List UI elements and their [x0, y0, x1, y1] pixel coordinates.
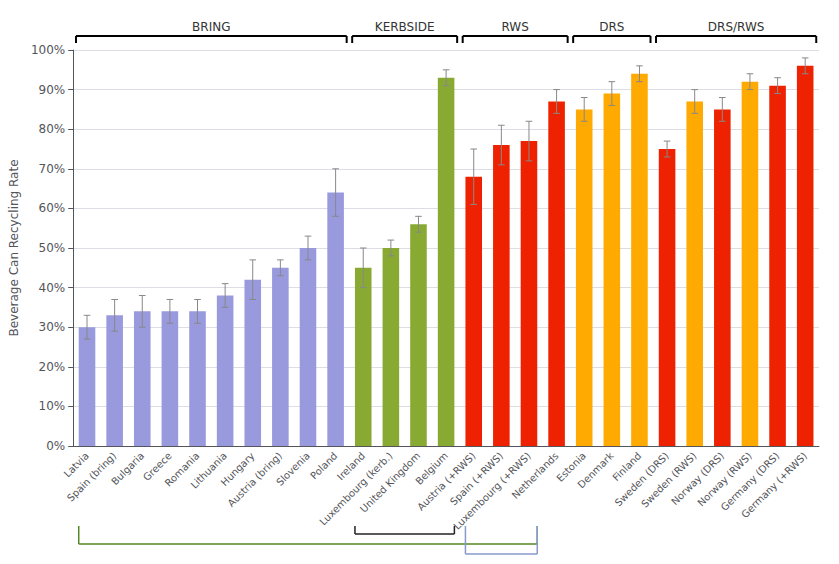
svg-text:Norway (RWS): Norway (RWS) — [695, 450, 754, 509]
svg-text:Austria (+RWS): Austria (+RWS) — [415, 450, 478, 513]
svg-text:40%: 40% — [39, 281, 66, 295]
svg-text:Netherlands: Netherlands — [510, 450, 561, 501]
svg-text:Finland: Finland — [610, 450, 644, 484]
svg-text:Denmark: Denmark — [575, 450, 615, 490]
svg-text:Romania: Romania — [162, 450, 202, 489]
svg-text:Spain (bring): Spain (bring) — [65, 450, 119, 504]
svg-text:Slovenia: Slovenia — [274, 450, 312, 488]
svg-text:20%: 20% — [39, 360, 66, 374]
svg-text:Hungary: Hungary — [218, 450, 257, 488]
svg-text:10%: 10% — [39, 399, 66, 413]
svg-text:Lithuania: Lithuania — [188, 450, 229, 491]
svg-text:Ireland: Ireland — [334, 450, 368, 483]
svg-text:Beverage Can Recycling Rate: Beverage Can Recycling Rate — [7, 159, 21, 336]
svg-text:DRS: DRS — [599, 20, 624, 34]
svg-text:Latvia: Latvia — [61, 450, 91, 480]
svg-text:Luxembourg (+RWS): Luxembourg (+RWS) — [451, 450, 533, 532]
svg-text:BRING: BRING — [192, 20, 230, 34]
svg-text:Germany (DRS): Germany (DRS) — [718, 450, 782, 513]
svg-text:Germany (+RWS): Germany (+RWS) — [739, 450, 809, 520]
svg-text:Estonia: Estonia — [554, 450, 589, 484]
svg-text:Poland: Poland — [308, 450, 339, 481]
svg-text:KERBSIDE: KERBSIDE — [375, 20, 435, 34]
svg-text:60%: 60% — [39, 201, 66, 215]
svg-text:Bulgaria: Bulgaria — [109, 450, 146, 487]
svg-text:DRS/RWS: DRS/RWS — [708, 20, 765, 34]
svg-text:Spain (+RWS): Spain (+RWS) — [448, 450, 506, 508]
svg-text:RWS: RWS — [501, 20, 528, 34]
svg-text:Sweden (RWS): Sweden (RWS) — [639, 450, 699, 510]
svg-text:Norway (DRS): Norway (DRS) — [669, 450, 727, 508]
svg-text:Luxembourg (kerb.): Luxembourg (kerb.) — [317, 450, 395, 528]
svg-text:Belgium: Belgium — [413, 450, 450, 487]
svg-text:80%: 80% — [39, 122, 66, 136]
svg-text:United Kingdom: United Kingdom — [358, 450, 422, 514]
svg-text:Sweden (DRS): Sweden (DRS) — [612, 450, 671, 509]
svg-text:70%: 70% — [39, 162, 66, 176]
svg-text:30%: 30% — [39, 320, 66, 334]
svg-text:100%: 100% — [31, 43, 65, 57]
svg-text:0%: 0% — [46, 439, 65, 453]
svg-text:50%: 50% — [39, 241, 66, 255]
svg-text:90%: 90% — [39, 83, 66, 97]
svg-text:Greece: Greece — [140, 450, 174, 483]
svg-text:Austria (bring): Austria (bring) — [225, 450, 285, 509]
